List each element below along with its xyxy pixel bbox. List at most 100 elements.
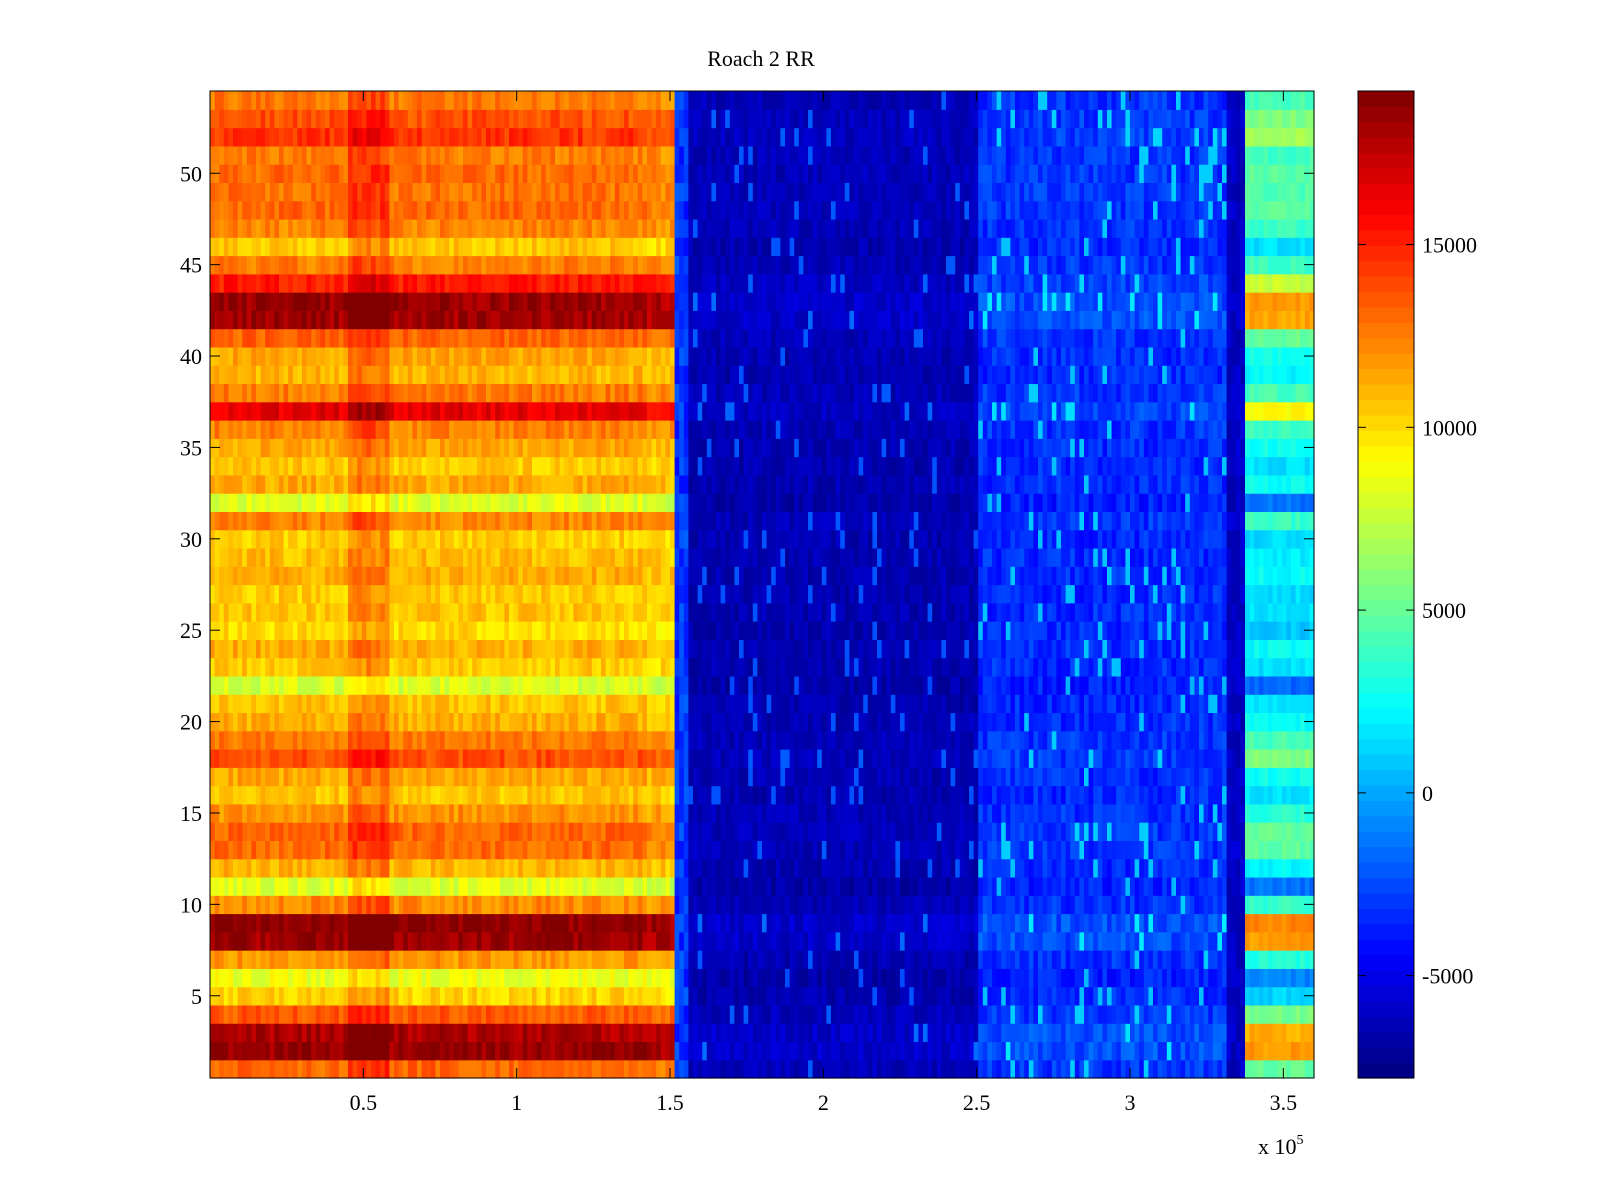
heatmap-cell: [973, 950, 979, 969]
heatmap-cell: [978, 913, 984, 933]
heatmap-cell: [1116, 968, 1122, 988]
heatmap-cell: [913, 822, 919, 841]
heatmap-cell: [302, 895, 308, 915]
heatmap-cell: [633, 876, 639, 896]
heatmap-cell: [757, 895, 763, 915]
heatmap-cell: [904, 712, 910, 732]
heatmap-cell: [725, 986, 731, 1006]
heatmap-cell: [545, 803, 551, 823]
heatmap-cell: [352, 913, 358, 933]
heatmap-cell: [325, 730, 331, 750]
heatmap-cell: [752, 931, 758, 951]
heatmap-cell: [302, 712, 308, 732]
heatmap-cell: [1208, 1004, 1214, 1024]
heatmap-cell: [214, 749, 220, 768]
heatmap-cell: [582, 1059, 588, 1079]
heatmap-cell: [858, 858, 864, 878]
heatmap-cell: [559, 749, 565, 768]
heatmap-cell: [840, 968, 846, 988]
heatmap-cell: [886, 968, 892, 988]
heatmap-cell: [1217, 1059, 1223, 1079]
heatmap-cell: [1028, 1041, 1034, 1061]
heatmap-cell: [320, 1059, 326, 1079]
heatmap-cell: [867, 840, 873, 860]
heatmap-cell: [651, 822, 657, 841]
heatmap-cell: [596, 749, 602, 768]
heatmap-cell: [978, 1041, 984, 1061]
heatmap-cell: [421, 1004, 427, 1024]
heatmap-cell: [702, 931, 708, 951]
heatmap-cell: [725, 1023, 731, 1043]
heatmap-cell: [463, 822, 469, 841]
heatmap-cell: [1005, 1004, 1011, 1024]
heatmap-cell: [904, 803, 910, 823]
heatmap-cell: [1222, 712, 1228, 732]
heatmap-cell: [872, 712, 878, 732]
heatmap-cell: [1079, 785, 1085, 805]
heatmap-cell: [932, 1023, 938, 1043]
heatmap-cell: [729, 803, 735, 823]
heatmap-cell: [1042, 1004, 1048, 1024]
heatmap-cell: [587, 986, 593, 1006]
heatmap-cell: [302, 950, 308, 969]
heatmap-cell: [1015, 858, 1021, 878]
heatmap-cell: [1024, 950, 1030, 969]
heatmap-cell: [932, 913, 938, 933]
heatmap-cell: [950, 1041, 956, 1061]
heatmap-cell: [1176, 840, 1182, 860]
heatmap-cell: [527, 986, 533, 1006]
heatmap-cell: [743, 803, 749, 823]
heatmap-cell: [463, 895, 469, 915]
heatmap-cell: [1231, 712, 1237, 732]
heatmap-cell: [472, 968, 478, 988]
heatmap-cell: [1042, 840, 1048, 860]
heatmap-cell: [421, 968, 427, 988]
heatmap-cell: [325, 785, 331, 805]
heatmap-cell: [458, 876, 464, 896]
heatmap-cell: [1295, 749, 1301, 768]
heatmap-cell: [582, 913, 588, 933]
heatmap-cell: [973, 931, 979, 951]
heatmap-cell: [1245, 858, 1251, 878]
heatmap-cell: [665, 913, 671, 933]
heatmap-cell: [1070, 749, 1076, 768]
heatmap-cell: [1015, 1023, 1021, 1043]
heatmap-cell: [329, 1023, 335, 1043]
heatmap-cell: [936, 950, 942, 969]
heatmap-cell: [463, 785, 469, 805]
heatmap-cell: [1116, 840, 1122, 860]
heatmap-cell: [881, 913, 887, 933]
heatmap-cell: [1176, 712, 1182, 732]
heatmap-cell: [269, 840, 275, 860]
heatmap-cell: [633, 913, 639, 933]
heatmap-cell: [771, 895, 777, 915]
heatmap-cell: [1088, 895, 1094, 915]
heatmap-cell: [950, 913, 956, 933]
heatmap-cell: [683, 913, 689, 933]
heatmap-cell: [840, 913, 846, 933]
heatmap-cell: [647, 968, 653, 988]
heatmap-cell: [559, 1023, 565, 1043]
heatmap-cell: [1111, 767, 1117, 787]
heatmap-cell: [412, 767, 418, 787]
heatmap-cell: [1254, 840, 1260, 860]
heatmap-cell: [734, 1041, 740, 1061]
heatmap-cell: [1226, 840, 1232, 860]
heatmap-cell: [545, 785, 551, 805]
heatmap-cell: [375, 840, 381, 860]
heatmap-cell: [863, 1004, 869, 1024]
heatmap-cell: [794, 1023, 800, 1043]
heatmap-cell: [716, 858, 722, 878]
heatmap-cell: [1042, 913, 1048, 933]
heatmap-cell: [674, 968, 680, 988]
heatmap-cell: [610, 822, 616, 841]
heatmap-cell: [1024, 785, 1030, 805]
heatmap-cell: [844, 895, 850, 915]
heatmap-cell: [601, 749, 607, 768]
heatmap-cell: [817, 895, 823, 915]
heatmap-cell: [481, 895, 487, 915]
heatmap-cell: [739, 730, 745, 750]
heatmap-cell: [237, 1023, 243, 1043]
heatmap-cell: [541, 767, 547, 787]
heatmap-cell: [338, 986, 344, 1006]
